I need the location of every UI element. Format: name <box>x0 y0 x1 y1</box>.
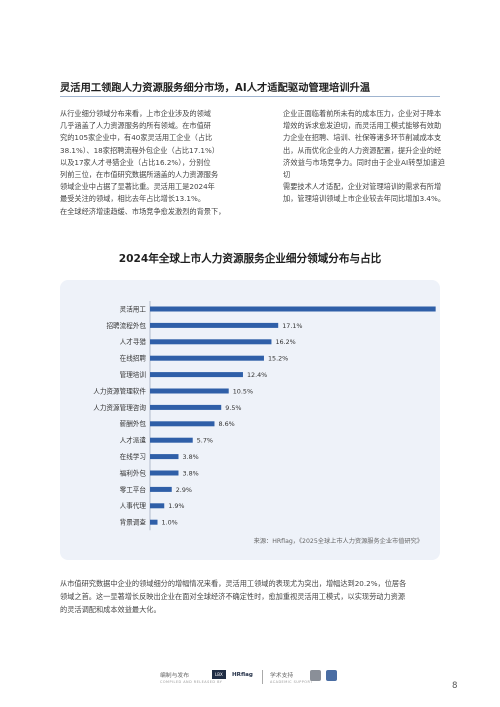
bar <box>150 470 179 476</box>
value-label: 2.9% <box>176 486 192 494</box>
heading-divider <box>60 96 440 97</box>
section-heading: 灵活用工领跑人力资源服务细分市场，AI人才适配驱动管理培训升温 <box>60 83 371 94</box>
category-label: 薪酬外包 <box>120 419 147 428</box>
value-label: 9.5% <box>225 404 241 412</box>
left-line: 列前三位，在市值研究数据所涵盖的人力资源服务 <box>60 170 219 180</box>
bottom-paragraph: 从市值研究数据中企业的领域细分的增幅情况来看，灵活用工领域的表现尤为突出，增幅达… <box>60 577 444 616</box>
value-label: 1.0% <box>161 519 177 527</box>
footer-compiled-label: 编制与发布 COMPILED AND RELEASED BY <box>160 673 223 684</box>
university-emblem-icon <box>326 670 337 681</box>
value-label: 1.9% <box>168 502 184 510</box>
page-number: 8 <box>452 681 458 691</box>
value-label: 10.5% <box>233 387 253 395</box>
left-line: 最受关注的领域，相比去年占比增长13.1%。 <box>60 194 206 204</box>
category-label: 灵活用工 <box>120 304 147 313</box>
right-line: 出，从而优化企业的人力资源配置，提升企业的经 <box>283 145 442 155</box>
left-line: 在全球经济增速趋缓、市场竞争愈发激烈的背景下， <box>60 206 226 216</box>
bar-chart: 灵活用工38.1%招聘流程外包17.1%人才寻猎16.2%在线招聘15.2%管理… <box>93 301 440 531</box>
value-label: 3.8% <box>182 453 198 461</box>
value-label: 3.8% <box>182 469 198 477</box>
bar <box>150 519 158 525</box>
category-label: 在线学习 <box>120 452 146 461</box>
value-label: 8.6% <box>218 420 234 428</box>
right-line: 需要技术人才适配，企业对管理培训的需求有所增 <box>283 182 442 192</box>
lbx-logo: LBX <box>212 670 226 679</box>
left-column-text: 从行业细分领域分布来看，上市企业涉及的领域 几乎涵盖了人力资源服务的所有领域。在… <box>60 108 264 218</box>
left-line: 领域企业中占据了显著比重。灵活用工是2024年 <box>60 182 215 192</box>
right-line: 济效益与市场竞争力。同时由于企业AI转型加速迫切 <box>283 157 445 180</box>
value-label: 15.2% <box>268 355 288 363</box>
bottom-line: 领域之首。这一显著增长反映出企业在面对全球经济不确定性时，愈加重视灵活用工模式，… <box>60 592 406 601</box>
footer-divider <box>262 670 263 684</box>
bar <box>150 372 243 378</box>
value-label: 12.4% <box>247 371 267 379</box>
institution-emblem-icon <box>310 670 321 681</box>
right-line: 企业正面临着前所未有的成本压力，企业对于降本 <box>283 109 442 118</box>
value-label: 5.7% <box>197 437 213 445</box>
hrflag-logo: HRflag <box>232 672 253 678</box>
category-label: 人力资源管理软件 <box>93 386 146 395</box>
bar <box>150 404 222 410</box>
bar <box>150 388 229 394</box>
bar <box>150 486 172 492</box>
footer-support-label: 学术支持 ACADEMIC SUPPORT <box>270 673 313 684</box>
left-line: 以及17家人才寻猎企业（占比16.2%），分别位 <box>60 157 211 167</box>
bar <box>150 503 165 509</box>
category-label: 人才派遣 <box>120 436 147 445</box>
value-label: 16.2% <box>275 338 295 346</box>
bar <box>150 437 193 443</box>
category-label: 人力资源管理咨询 <box>93 403 146 412</box>
chart-title: 2024年全球上市人力资源服务企业细分领域分布与占比 <box>118 253 382 265</box>
chart-source: 来源：HRflag，《2025全球上市人力资源服务企业市值研究》 <box>253 538 423 545</box>
bar <box>150 339 272 345</box>
category-label: 背景调查 <box>120 518 147 527</box>
category-label: 管理培训 <box>120 370 147 379</box>
category-label: 招聘流程外包 <box>106 321 146 330</box>
category-label: 在线招聘 <box>120 354 147 363</box>
right-line: 加，管理培训领域上市企业较去年同比增加3.4%。 <box>283 194 446 204</box>
left-line: 究的105家企业中，有40家灵活用工企业（占比 <box>60 133 213 143</box>
left-line: 几乎涵盖了人力资源服务的所有领域。在市值研 <box>60 121 211 131</box>
bar <box>150 421 215 427</box>
bar <box>150 322 279 328</box>
right-line: 力企业在招聘、培训、社保等诸多环节削减成本支 <box>283 133 442 143</box>
bar <box>150 454 179 460</box>
category-label: 人才寻猎 <box>120 337 147 346</box>
value-label: 17.1% <box>282 322 302 330</box>
bar <box>150 355 264 361</box>
bar <box>150 306 436 312</box>
left-line: 从行业细分领域分布来看，上市企业涉及的领域 <box>60 109 211 118</box>
right-line: 增效的诉求愈发迫切，而灵活用工模式能够有效助 <box>283 121 442 131</box>
category-label: 人事代理 <box>120 501 147 510</box>
right-column-text: 企业正面临着前所未有的成本压力，企业对于降本 增效的诉求愈发迫切，而灵活用工模式… <box>283 108 445 206</box>
footer: 编制与发布 COMPILED AND RELEASED BY LBX HRfla… <box>160 670 350 692</box>
left-line: 38.1%）、18家招聘流程外包企业（占比17.1%） <box>60 145 220 155</box>
bottom-line: 的灵活调配和成本效益最大化。 <box>60 605 161 614</box>
bottom-line: 从市值研究数据中企业的领域细分的增幅情况来看，灵活用工领域的表现尤为突出，增幅达… <box>60 579 407 588</box>
category-label: 零工平台 <box>120 485 147 494</box>
category-label: 福利外包 <box>120 468 147 477</box>
